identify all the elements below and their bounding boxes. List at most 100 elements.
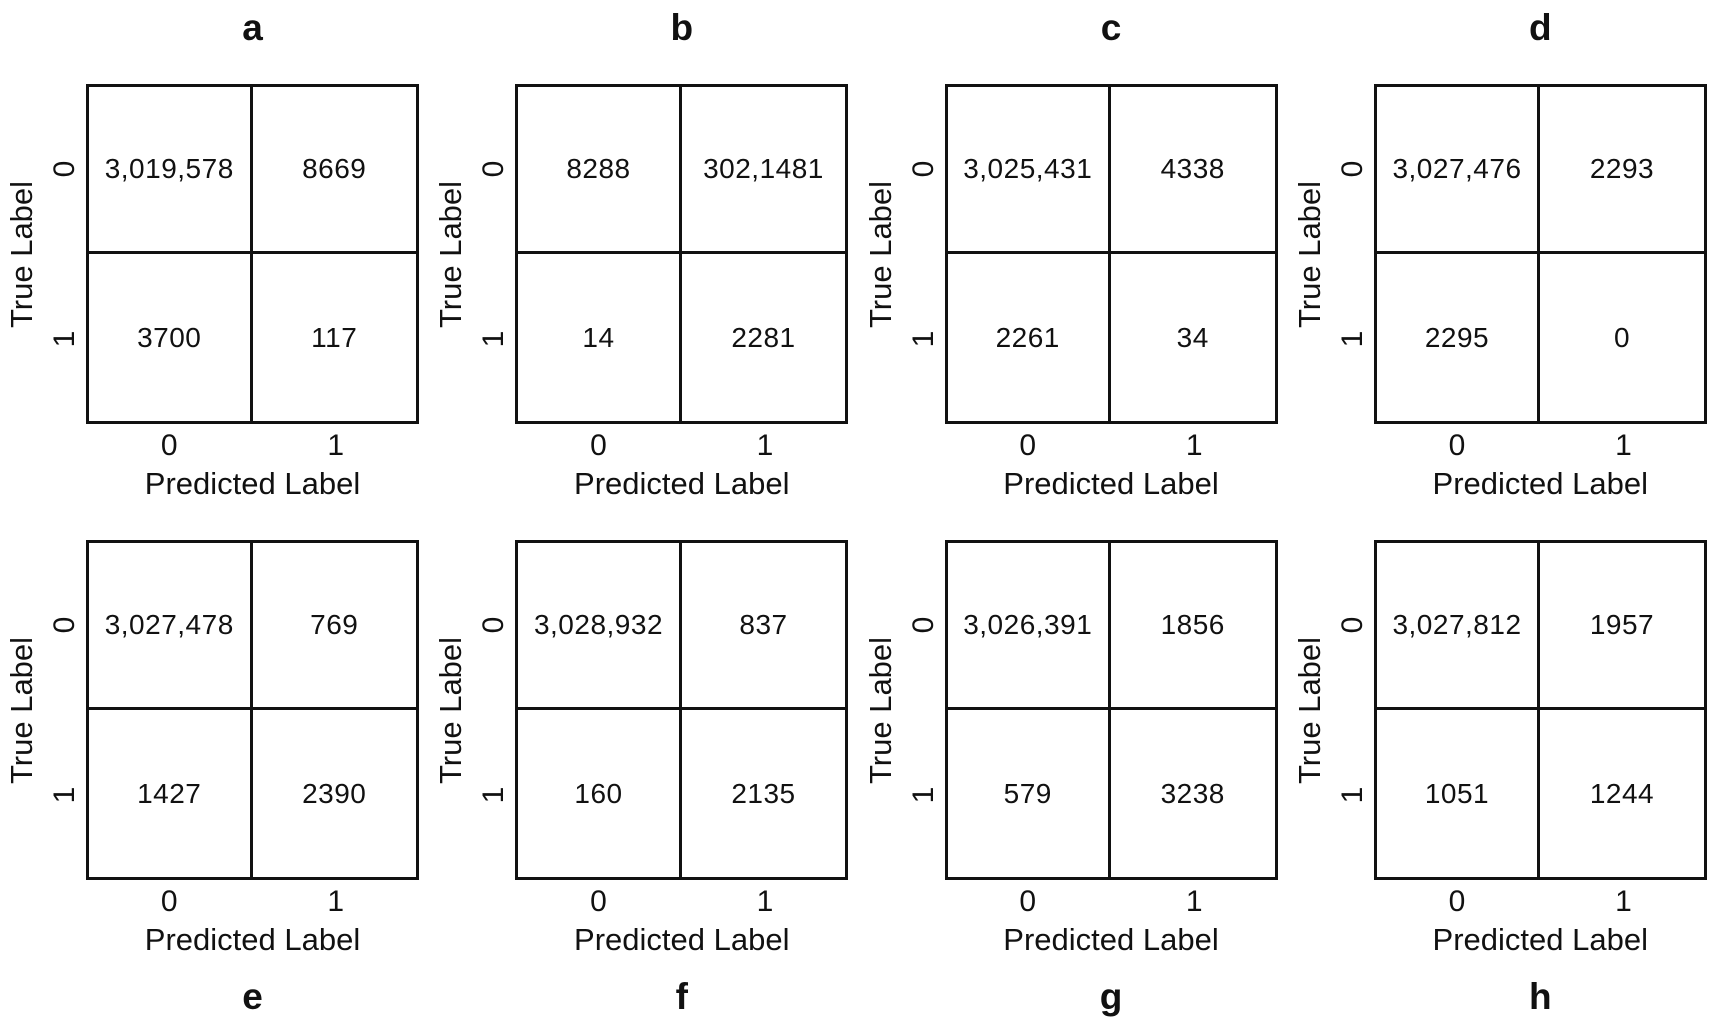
y-tick-1: 1 [48, 786, 81, 804]
y-axis-ticks: 0 1 [903, 84, 945, 424]
confusion-matrix-panel-f: True Label 0 1 3,028,932 837 160 2135 0 1 P… [429, 513, 858, 1027]
x-tick-1: 1 [756, 429, 774, 462]
matrix-cell-h-true0-pred0: 3,027,812 [1376, 543, 1541, 710]
confusion-matrix-grid: 3,028,932 837 160 2135 [515, 540, 849, 880]
x-tick-0: 0 [1019, 885, 1037, 918]
y-tick-1: 1 [906, 330, 940, 348]
matrix-cell-c-true1-pred0: 2261 [948, 254, 1111, 421]
x-tick-0: 0 [1448, 429, 1466, 462]
matrix-cell-h-true1-pred0: 1051 [1377, 710, 1541, 877]
panel-letter-h: h [1528, 976, 1552, 1017]
matrix-cell-c-true1-pred1: 34 [1176, 321, 1209, 353]
plot-area: True Label 0 1 8288 302,1481 14 2281 [429, 84, 849, 424]
y-tick-0: 0 [477, 160, 511, 178]
confusion-matrix-grid: 3,025,431 4338 2261 34 [944, 84, 1278, 424]
confusion-matrix-panel-d: d True Label 0 1 3,027,476 2293 2295 0 0 1 … [1288, 0, 1717, 513]
matrix-cell-e-true0-pred0: 3,027,478 [89, 543, 253, 710]
confusion-matrix-grid: 3,027,478 769 1427 2390 [86, 540, 419, 880]
x-axis-label: Predicted Label [1432, 466, 1648, 501]
y-axis-label: True Label [1291, 636, 1327, 784]
confusion-matrix-grid: 3,019,578 8669 3700 117 [86, 84, 419, 424]
x-tick-1: 1 [327, 429, 345, 462]
x-axis-label: Predicted Label [574, 466, 790, 501]
x-tick-0: 0 [590, 429, 607, 462]
x-axis-ticks: 0 1 [515, 424, 848, 464]
y-tick-0: 0 [48, 160, 81, 178]
y-axis-ticks: 0 1 [1332, 540, 1374, 880]
y-tick-0: 0 [906, 160, 940, 178]
matrix-cell-e-true1-pred1: 2390 [302, 777, 367, 809]
y-axis-label: True Label [862, 636, 898, 784]
confusion-matrix-panel-c: c True Label 0 1 3,025,431 4338 2261 34 0 1… [859, 0, 1288, 513]
matrix-cell-c-true0-pred1: 4338 [1111, 87, 1275, 254]
matrix-cell-d-true1-pred0: 2295 [1377, 254, 1541, 421]
x-tick-0: 0 [590, 885, 607, 918]
x-tick-1: 1 [1615, 429, 1632, 462]
plot-area: True Label 0 1 3,019,578 8669 3700 117 [0, 84, 419, 424]
panel-letter-a: a [242, 7, 263, 48]
panel-letter-b: b [670, 7, 694, 48]
y-tick-0: 0 [906, 616, 940, 634]
matrix-cell-g-true1-pred1: 3238 [1160, 777, 1225, 809]
matrix-cell-f-true0-pred0: 3,028,932 [518, 543, 682, 710]
x-tick-0: 0 [160, 885, 178, 918]
x-tick-1: 1 [1615, 885, 1632, 918]
x-axis-label: Predicted Label [1432, 922, 1648, 957]
x-tick-1: 1 [1185, 429, 1203, 462]
x-tick-0: 0 [160, 429, 178, 462]
x-axis-ticks: 0 1 [945, 424, 1278, 464]
matrix-cell-b-true0-pred1: 302,1481 [681, 87, 846, 254]
matrix-cell-b-true1-pred0: 14 [518, 254, 682, 421]
plot-area: True Label 0 1 3,027,812 1957 1051 1244 [1288, 540, 1707, 880]
matrix-cell-a-true1-pred1: 117 [311, 321, 358, 353]
y-axis-label: True Label [862, 180, 898, 328]
matrix-cell-a-true0-pred1: 8669 [252, 87, 416, 254]
x-axis-ticks: 0 1 [86, 424, 419, 464]
y-tick-0: 0 [1335, 616, 1369, 634]
plot-area: True Label 0 1 3,025,431 4338 2261 34 [859, 84, 1278, 424]
confusion-matrix-panel-e: True Label 0 1 3,027,478 769 1427 2390 0 1 … [0, 513, 429, 1027]
y-tick-1: 1 [1335, 330, 1369, 348]
panel-letter-g: g [1099, 976, 1123, 1017]
matrix-cell-f-true1-pred0: 160 [518, 710, 682, 877]
matrix-cell-a-true0-pred0: 3,019,578 [89, 87, 253, 254]
y-tick-1: 1 [906, 786, 940, 804]
matrix-cell-b-true1-pred1: 2281 [731, 321, 796, 353]
y-tick-0: 0 [477, 616, 511, 634]
confusion-matrix-panel-b: b True Label 0 1 8288 302,1481 14 2281 0 1 … [429, 0, 858, 513]
x-tick-1: 1 [1185, 885, 1203, 918]
x-axis-label: Predicted Label [1003, 922, 1219, 957]
matrix-cell-b-true0-pred0: 8288 [518, 87, 682, 254]
confusion-matrix-grid: 8288 302,1481 14 2281 [515, 84, 849, 424]
confusion-matrix-grid: 3,026,391 1856 579 3238 [944, 540, 1278, 880]
matrix-cell-e-true1-pred0: 1427 [89, 710, 253, 877]
x-axis-label: Predicted Label [144, 922, 361, 957]
matrix-cell-a-true1-pred0: 3700 [89, 254, 253, 421]
panel-letter-c: c [1100, 7, 1122, 48]
confusion-matrix-grid: 3,027,476 2293 2295 0 [1373, 84, 1707, 424]
confusion-matrix-panel-h: True Label 0 1 3,027,812 1957 1051 1244 0 1… [1288, 513, 1717, 1027]
x-tick-1: 1 [756, 885, 774, 918]
y-axis-label: True Label [4, 180, 39, 328]
y-tick-1: 1 [477, 786, 511, 804]
matrix-cell-h-true1-pred1: 1244 [1589, 777, 1655, 809]
y-axis-ticks: 0 1 [1332, 84, 1374, 424]
y-axis-ticks: 0 1 [44, 84, 86, 424]
matrix-cell-h-true0-pred1: 1957 [1540, 543, 1704, 710]
y-axis-ticks: 0 1 [473, 84, 515, 424]
matrix-cell-g-true0-pred1: 1856 [1111, 543, 1275, 710]
x-tick-1: 1 [327, 885, 345, 918]
plot-area: True Label 0 1 3,026,391 1856 579 3238 [859, 540, 1278, 880]
matrix-cell-f-true0-pred1: 837 [681, 543, 846, 710]
y-tick-1: 1 [48, 330, 81, 348]
y-tick-0: 0 [48, 616, 81, 634]
plot-area: True Label 0 1 3,028,932 837 160 2135 [429, 540, 849, 880]
x-axis-label: Predicted Label [1003, 466, 1219, 501]
confusion-matrix-panel-a: a True Label 0 1 3,019,578 8669 3700 117 0 … [0, 0, 429, 513]
panel-letter-e: e [242, 976, 263, 1017]
x-axis-label: Predicted Label [144, 466, 361, 501]
plot-area: True Label 0 1 3,027,478 769 1427 2390 [0, 540, 419, 880]
matrix-cell-c-true0-pred0: 3,025,431 [947, 87, 1111, 254]
matrix-cell-f-true1-pred1: 2135 [731, 777, 796, 809]
